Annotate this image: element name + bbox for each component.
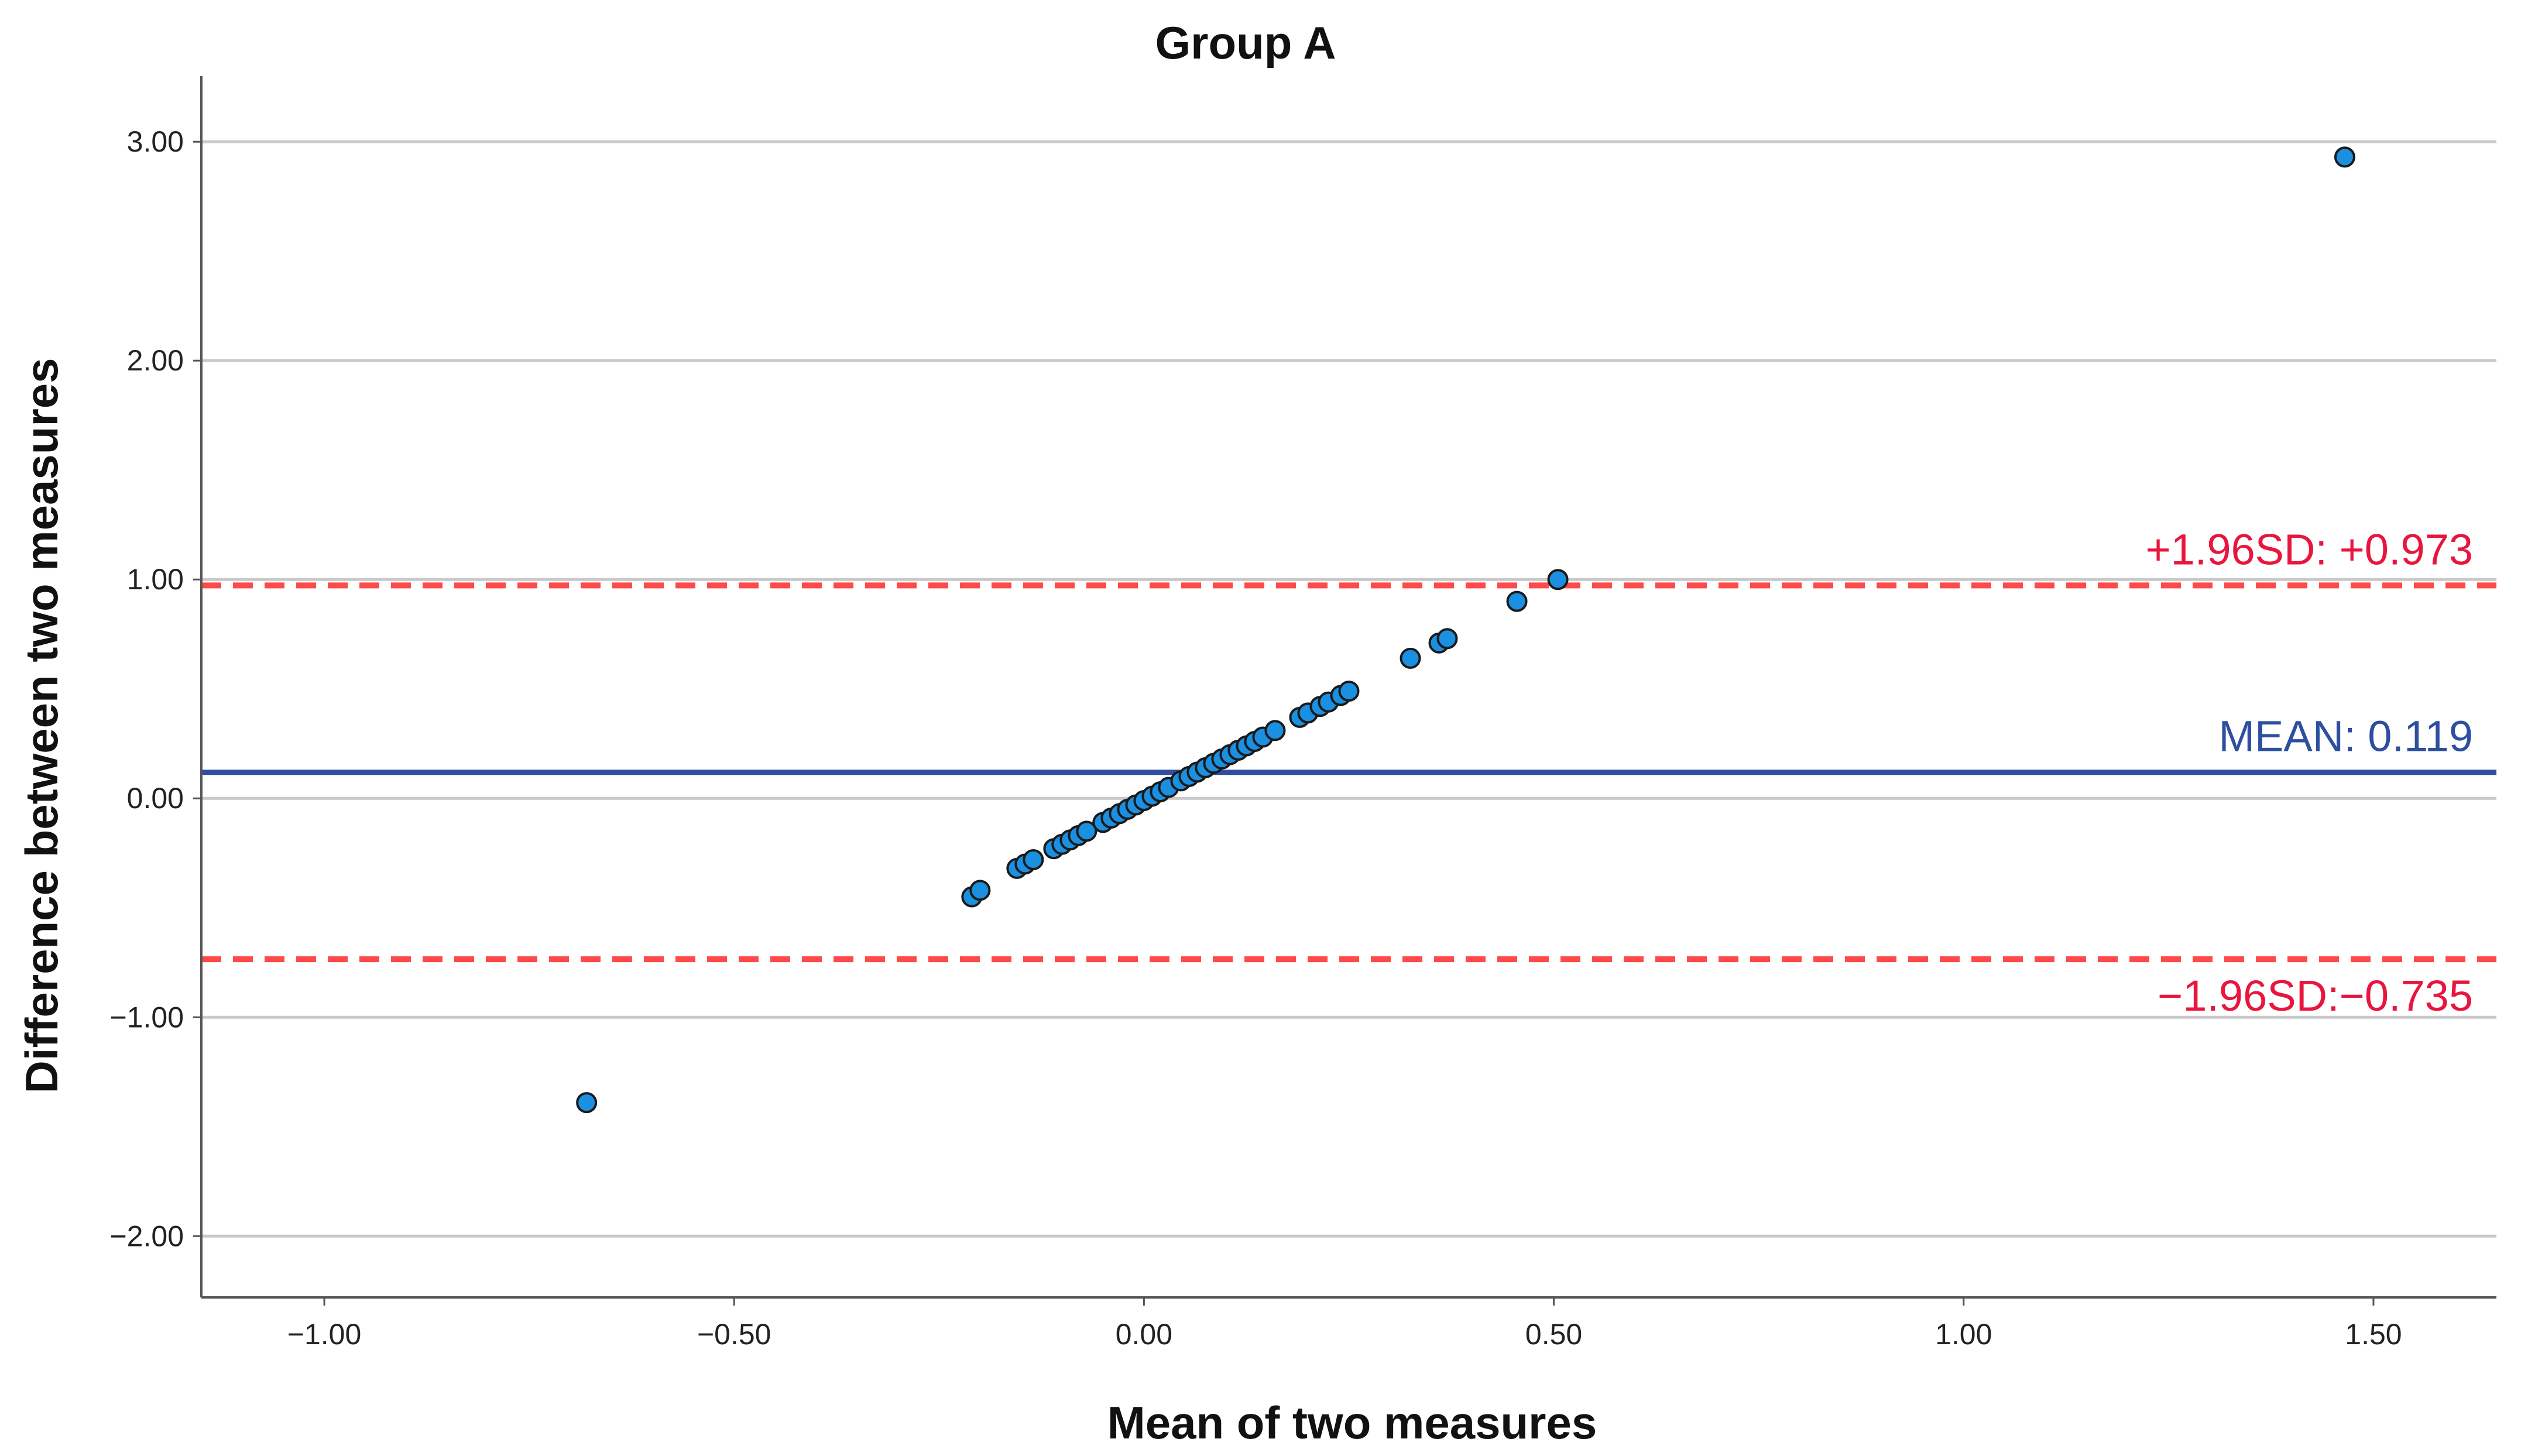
x-tick-label: 0.00 xyxy=(1116,1318,1172,1351)
data-point xyxy=(1547,569,1569,590)
y-tick-label: −1.00 xyxy=(109,1001,184,1033)
limit-of-agreement-label: +1.96SD: +0.973 xyxy=(2145,525,2473,574)
data-point xyxy=(1338,680,1360,702)
data-point xyxy=(1506,590,1528,612)
y-axis-ticks: −2.00 −1.00 0.00 1.00 2.00 3.00 xyxy=(109,125,201,1252)
data-point xyxy=(1264,720,1286,741)
y-tick-label: 0.00 xyxy=(127,782,184,815)
limit-of-agreement-label: −1.96SD:−0.735 xyxy=(2158,971,2473,1020)
y-tick-label: −2.00 xyxy=(109,1220,184,1252)
x-tick-label: 0.50 xyxy=(1525,1318,1582,1351)
data-point xyxy=(1023,849,1044,870)
x-tick-label: 1.50 xyxy=(2345,1318,2402,1351)
chart-title: Group A xyxy=(1155,17,1336,68)
mean-label: MEAN: 0.119 xyxy=(2218,712,2473,761)
y-tick-label: 1.00 xyxy=(127,563,184,596)
y-axis-label: Difference between two measures xyxy=(16,358,67,1093)
data-point xyxy=(969,880,991,901)
reference-labels: +1.96SD: +0.973 MEAN: 0.119 −1.96SD:−0.735 xyxy=(2145,525,2473,1020)
x-tick-label: 1.00 xyxy=(1935,1318,1992,1351)
data-points xyxy=(576,146,2355,1114)
x-axis-label: Mean of two measures xyxy=(1107,1397,1597,1448)
x-tick-label: −0.50 xyxy=(697,1318,771,1351)
x-tick-label: −1.00 xyxy=(287,1318,362,1351)
data-point xyxy=(1436,628,1458,650)
data-point xyxy=(1400,647,1421,669)
x-axis-ticks: −1.00 −0.50 0.00 0.50 1.00 1.50 xyxy=(287,1297,2402,1351)
y-tick-label: 3.00 xyxy=(127,125,184,158)
reference-lines xyxy=(201,582,2496,963)
data-point xyxy=(1076,820,1097,842)
data-point xyxy=(2334,146,2355,168)
y-tick-label: 2.00 xyxy=(127,344,184,377)
data-point xyxy=(576,1092,598,1114)
axes xyxy=(200,76,2496,1299)
gridlines xyxy=(201,140,2496,1238)
